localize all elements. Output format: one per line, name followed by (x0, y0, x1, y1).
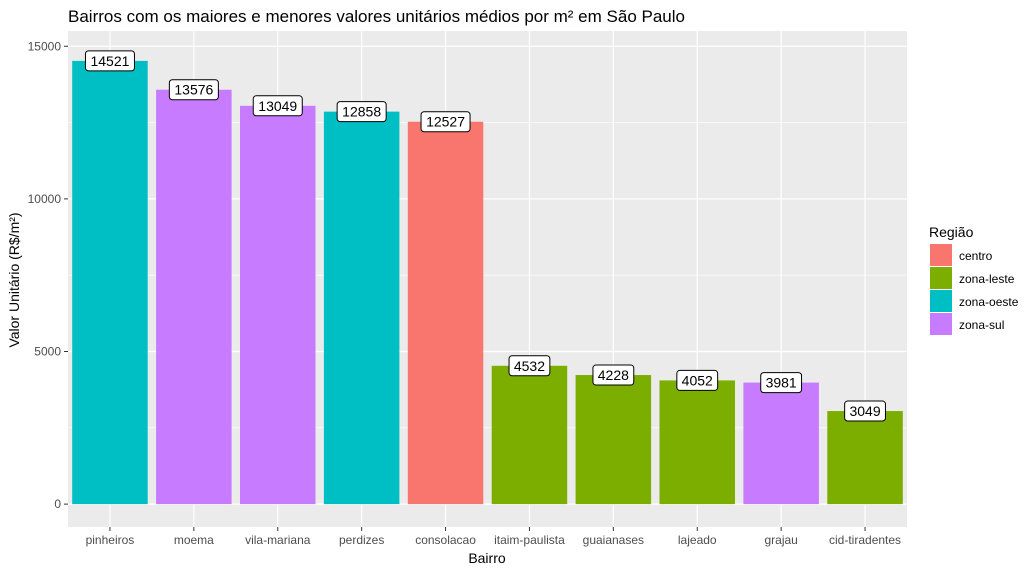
data-label: 4052 (682, 372, 713, 388)
x-tick-label: cid-tiradentes (829, 533, 901, 547)
legend-label: zona-sul (959, 318, 1004, 332)
x-tick-label: moema (174, 533, 214, 547)
x-tick-label: pinheiros (86, 533, 135, 547)
data-label-box (420, 111, 471, 133)
data-label-box (336, 101, 387, 123)
legend-swatch-zona-oeste (930, 290, 952, 312)
legend-swatch-zona-leste (930, 267, 952, 289)
data-label-box (592, 364, 635, 386)
y-tick-label: 0 (54, 497, 61, 511)
bar-perdizes (323, 111, 400, 505)
x-tick-label: guaianases (583, 533, 644, 547)
chart-title: Bairros com os maiores e menores valores… (68, 7, 685, 26)
bar-consolacao (407, 121, 484, 505)
data-label: 3049 (849, 403, 880, 419)
y-axis-label: Valor Unitário (R$/m²) (6, 212, 22, 347)
data-label-box (84, 50, 135, 72)
legend-title: Região (929, 224, 974, 240)
data-label-box (252, 95, 303, 117)
y-tick-label: 15000 (28, 39, 62, 53)
legend-swatch-zona-sul (930, 313, 952, 335)
legend-swatch-centro (930, 244, 952, 266)
data-label: 13576 (174, 82, 213, 98)
data-label: 14521 (90, 53, 129, 69)
data-labels: 14521 13576 13049 12858 12527 4532 4228 4052 398… (84, 50, 886, 422)
bar-pinheiros (72, 60, 148, 505)
bar-cid-tiradentes (827, 411, 903, 505)
bar-itaim-paulista (491, 365, 568, 505)
bar-guaianases (575, 375, 652, 505)
data-label: 4532 (514, 358, 545, 374)
x-tick-label: grajau (764, 533, 797, 547)
legend-label: zona-leste (959, 272, 1015, 286)
data-label-box (168, 79, 219, 101)
bar-vila-mariana (239, 105, 316, 505)
x-tick-label: lajeado (678, 533, 717, 547)
data-label: 12527 (426, 114, 465, 130)
data-label: 13049 (258, 98, 297, 114)
data-label: 12858 (342, 104, 381, 120)
x-tick-label: consolacao (415, 533, 476, 547)
bar-moema (156, 89, 232, 505)
bars (72, 60, 903, 505)
data-label: 3981 (766, 375, 797, 391)
data-label-box (676, 369, 719, 391)
bar-grajau (743, 382, 819, 505)
data-label-box (760, 372, 803, 394)
y-tick-label: 5000 (34, 344, 61, 358)
legend-label: zona-oeste (959, 295, 1019, 309)
x-tick-label: perdizes (339, 533, 384, 547)
x-axis-label: Bairro (468, 550, 506, 566)
data-label-box (508, 355, 551, 377)
legend-label: centro (959, 249, 993, 263)
y-tick-label: 10000 (28, 192, 62, 206)
x-axis: pinheiros moema vila-mariana perdizes consol… (86, 527, 901, 547)
y-axis: 0 5000 10000 15000 (28, 39, 68, 511)
bar-lajeado (659, 380, 736, 505)
data-label-box (844, 400, 886, 422)
legend: Região centro zona-leste zona-oeste zona-su… (929, 224, 1019, 335)
data-label: 4228 (598, 367, 629, 383)
x-tick-label: vila-mariana (245, 533, 311, 547)
x-tick-label: itaim-paulista (494, 533, 565, 547)
